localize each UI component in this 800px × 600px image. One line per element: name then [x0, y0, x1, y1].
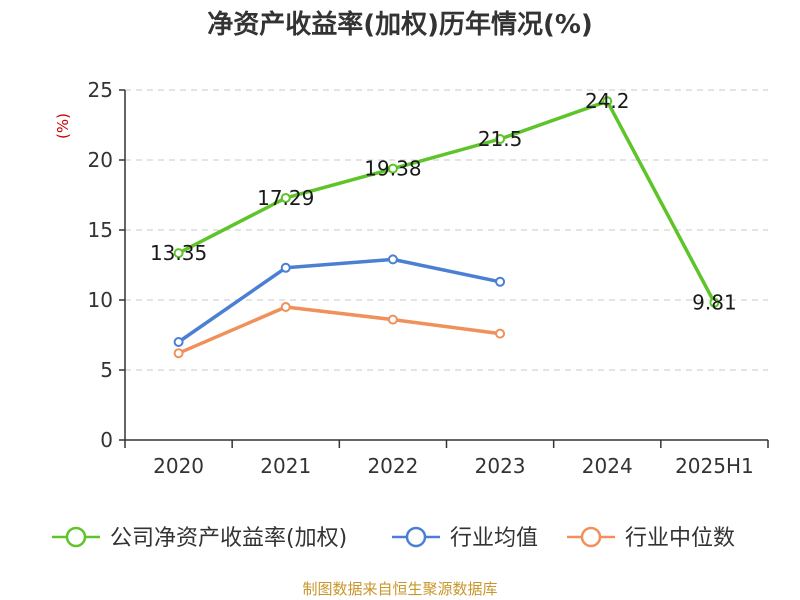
- gridlines: [125, 89, 768, 371]
- series-line-1: [177, 257, 501, 344]
- source-note: 制图数据来自恒生聚源数据库: [302, 580, 497, 598]
- data-point-s1-2020: [173, 337, 184, 347]
- x-tick-label-2023: 2023: [475, 454, 526, 478]
- y-axis-unit-label: (%): [54, 113, 72, 139]
- data-point-s0-2020: [173, 248, 184, 259]
- legend-marker-1: [405, 526, 427, 548]
- y-tick-label-25: 25: [88, 78, 113, 102]
- data-label-2024: 24.2: [585, 89, 630, 113]
- y-tick-label-0: 0: [100, 428, 113, 452]
- series-line-2: [177, 305, 501, 355]
- data-point-s2-2023: [495, 328, 506, 339]
- data-point-s1-2022: [387, 254, 398, 265]
- legend-marker-2: [580, 526, 602, 548]
- y-tick-label-5: 5: [100, 358, 113, 382]
- data-label-2021: 17.29: [257, 186, 314, 210]
- legend-label-1: 行业均值: [450, 526, 538, 551]
- series-lines: [173, 96, 720, 359]
- y-tick-label-15: 15: [88, 218, 113, 242]
- data-point-s1-2023: [495, 276, 506, 287]
- series-line-0: [177, 99, 716, 304]
- x-tick-label-2020: 2020: [153, 454, 204, 478]
- data-point-s0-2025H1: [709, 297, 720, 308]
- legend-label-0: 公司净资产收益率(加权): [110, 526, 347, 551]
- data-labels: 13.35 17.29 19.38 21.5 24.2 9.81: [150, 89, 737, 314]
- x-tick-label-2021: 2021: [260, 454, 311, 478]
- legend-marker-0: [65, 526, 87, 548]
- data-point-s2-2021: [280, 302, 291, 312]
- data-label-2022: 19.38: [364, 157, 421, 181]
- legend-label-2: 行业中位数: [625, 526, 735, 551]
- y-tick-label-10: 10: [88, 288, 113, 312]
- y-tick-label-20: 20: [88, 148, 113, 172]
- axes: 0 5 10 15 20 25 2020 2021 2022 2023 2024 2025H1: [88, 78, 769, 478]
- x-tick-label-2022: 2022: [367, 454, 418, 478]
- data-point-s0-2021: [280, 192, 291, 203]
- x-tick-label-2025H1: 2025H1: [675, 454, 754, 478]
- data-label-2025H1: 9.81: [692, 291, 737, 315]
- data-point-s1-2021: [280, 262, 291, 273]
- data-point-s2-2020: [173, 348, 184, 359]
- data-label-2023: 21.5: [478, 127, 523, 151]
- legend: 公司净资产收益率(加权) 行业均值 行业中位数: [52, 526, 735, 551]
- data-point-s0-2024: [602, 96, 613, 107]
- data-point-s2-2022: [387, 314, 398, 325]
- chart-title: 净资产收益率(加权)历年情况(%): [207, 9, 593, 40]
- data-point-s0-2023: [495, 134, 506, 144]
- data-point-s0-2022: [387, 163, 398, 174]
- data-label-2020: 13.35: [150, 241, 207, 265]
- x-tick-label-2024: 2024: [582, 454, 633, 478]
